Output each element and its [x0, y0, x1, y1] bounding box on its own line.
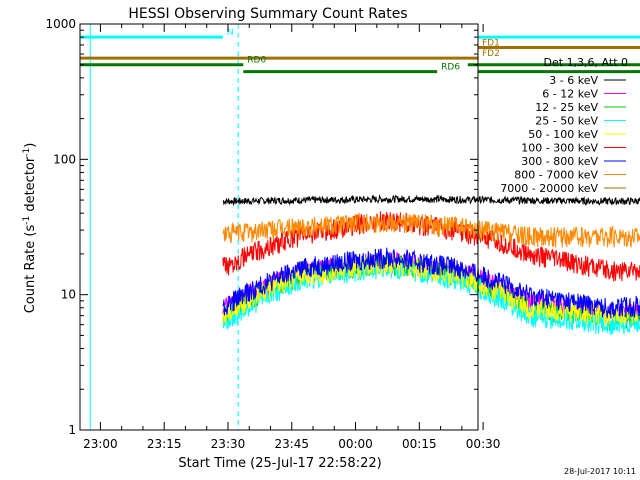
legend-label: 12 - 25 keV — [535, 101, 598, 114]
x-tick-label: 23:30 — [211, 437, 246, 451]
y-axis-label-mid: detector — [23, 156, 38, 216]
legend-label: 6 - 12 keV — [542, 88, 598, 101]
y-axis-label-main: Count Rate (s — [23, 225, 38, 314]
series-line-4 — [222, 255, 640, 327]
x-axis-label: Start Time (25-Jul-17 22:58:22) — [178, 456, 381, 471]
y-tick-label: 100 — [53, 152, 76, 166]
legend-label: 7000 - 20000 keV — [500, 182, 598, 195]
y-axis-label-sup1: -1 — [22, 216, 32, 225]
x-axis: 23:00 23:15 23:30 23:45 00:00 00:15 00:30 — [83, 24, 500, 451]
y-tick-label: 10 — [61, 288, 76, 302]
x-tick-label: 23:00 — [83, 437, 118, 451]
x-tick-label: 23:45 — [274, 437, 309, 451]
x-tick-label: 23:15 — [147, 437, 182, 451]
legend-label: 100 - 300 keV — [521, 142, 598, 155]
chart-title: HESSI Observing Summary Count Rates — [128, 6, 407, 22]
flag-label-rd6: RD6 — [441, 63, 460, 73]
legend-label: 50 - 100 keV — [528, 128, 598, 141]
legend-label: 3 - 6 keV — [549, 74, 598, 87]
y-axis-label-sup2: -1 — [22, 148, 32, 157]
y-axis-label-end: ) — [23, 143, 38, 148]
timestamp: 28-Jul-2017 10:11 — [564, 467, 636, 476]
flag-label-rd0: RD0 — [247, 56, 266, 66]
flag-label-n: N — [227, 28, 234, 38]
legend-label: 25 - 50 keV — [535, 115, 598, 128]
legend-title: Det 1,3,6, Att 0 — [544, 56, 628, 69]
y-axis-label: Count Rate (s-1 detector-1) — [22, 143, 38, 314]
flag-label-fd2: FD2 — [482, 49, 500, 59]
x-tick-label: 00:00 — [338, 437, 373, 451]
legend-label: 300 - 800 keV — [521, 155, 598, 168]
y-axis: 1 10 100 1000 — [45, 17, 478, 437]
series-line-0 — [222, 194, 640, 207]
y-tick-label: 1000 — [45, 17, 76, 31]
plot-frame — [79, 23, 479, 431]
flag-label-fd1: FD1 — [482, 39, 500, 49]
series-line-7 — [222, 212, 640, 249]
x-tick-label: 00:30 — [466, 437, 501, 451]
legend-label: 800 - 7000 keV — [514, 169, 598, 182]
x-tick-label: 00:15 — [402, 437, 437, 451]
y-tick-label: 1 — [68, 423, 76, 437]
series-line-6 — [222, 247, 640, 319]
